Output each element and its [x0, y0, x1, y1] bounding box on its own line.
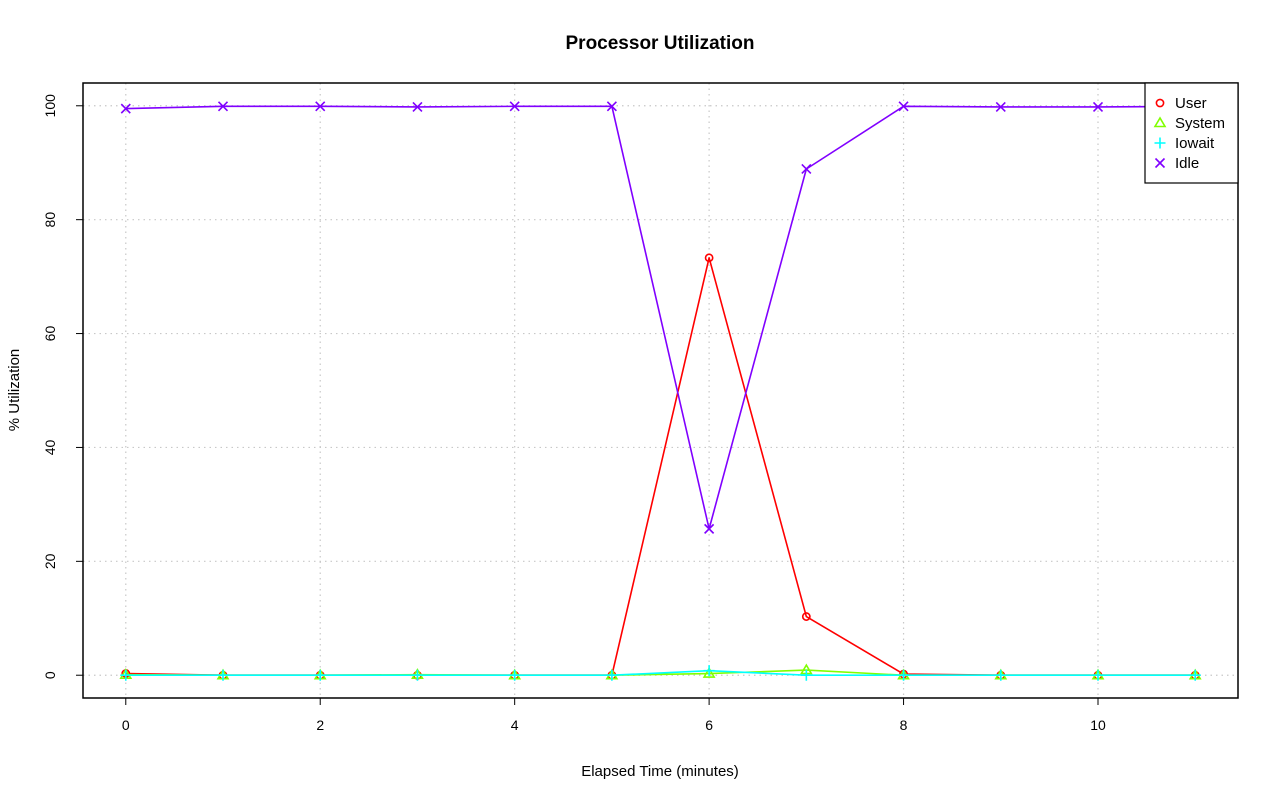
data-point-iowait	[703, 665, 715, 677]
data-point-iowait	[898, 669, 910, 681]
y-tick-label: 80	[42, 212, 58, 228]
series-line-iowait	[125, 669, 1196, 677]
data-point-iowait	[217, 669, 229, 681]
x-tick-label: 8	[900, 717, 908, 733]
data-point-idle	[120, 103, 131, 114]
data-point-iowait	[509, 669, 521, 681]
legend-marker-iowait	[1154, 137, 1166, 149]
x-tick-label: 10	[1090, 717, 1106, 733]
data-point-idle	[217, 101, 229, 112]
data-point-idle	[315, 101, 326, 112]
legend-label-idle: Idle	[1175, 155, 1199, 172]
legend-label-user: User	[1175, 95, 1207, 112]
plot-frame	[82, 82, 1239, 699]
y-tick-label: 40	[42, 439, 58, 455]
data-point-system	[702, 666, 716, 678]
data-point-idle	[606, 101, 617, 112]
series-layer	[119, 101, 1202, 681]
x-tick-label: 2	[316, 717, 324, 733]
chart-title: Processor Utilization	[566, 33, 755, 54]
y-axis-label: % Utilization	[6, 349, 23, 432]
data-point-iowait	[411, 669, 423, 681]
grid	[83, 83, 1238, 698]
data-point-idle	[509, 101, 520, 112]
data-point-iowait	[995, 669, 1007, 681]
data-point-idle	[412, 101, 423, 112]
legend-label-system: System	[1175, 115, 1225, 132]
series-iowait	[120, 665, 1201, 681]
x-tick-label: 6	[705, 717, 713, 733]
series-system	[119, 663, 1202, 680]
data-point-iowait	[800, 669, 812, 681]
data-point-idle	[704, 523, 715, 534]
x-tick-label: 0	[122, 717, 130, 733]
legend: User System Iowait Idle	[1144, 82, 1239, 184]
legend-marker-system	[1153, 116, 1167, 128]
data-point-user	[801, 612, 811, 621]
data-point-iowait	[1189, 669, 1201, 681]
y-tick-label: 100	[42, 94, 58, 118]
data-point-iowait	[314, 669, 326, 681]
data-point-iowait	[120, 669, 132, 681]
x-tick-label: 4	[511, 717, 519, 733]
series-line-idle	[125, 105, 1196, 530]
legend-label-iowait: Iowait	[1175, 135, 1215, 152]
y-tick-label: 60	[42, 326, 58, 342]
y-tick-label: 0	[42, 671, 58, 679]
legend-marker-user	[1155, 98, 1165, 108]
y-tick-label: 20	[42, 553, 58, 569]
data-point-idle	[995, 101, 1006, 112]
legend-marker-idle	[1154, 157, 1166, 169]
data-point-iowait	[606, 669, 618, 681]
data-point-idle	[801, 163, 812, 175]
data-point-idle	[898, 101, 909, 112]
data-point-idle	[1092, 101, 1104, 112]
data-point-user	[704, 253, 714, 263]
x-axis-label: Elapsed Time (minutes)	[581, 763, 739, 780]
data-point-iowait	[1092, 669, 1104, 681]
